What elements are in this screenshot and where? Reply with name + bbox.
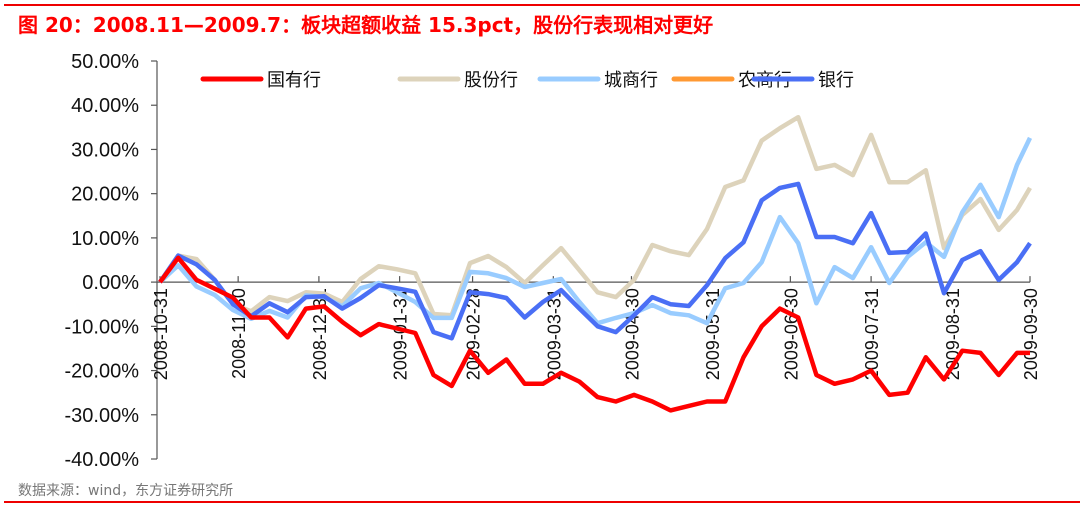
x-tick-label: 2009-05-31 <box>703 288 723 380</box>
y-tick-label: 30.00% <box>71 139 139 161</box>
legend-label: 银行 <box>818 70 854 91</box>
legend-label: 城商行 <box>604 70 658 91</box>
y-tick-label: 10.00% <box>71 228 139 250</box>
x-tick-label: 2009-01-31 <box>391 288 411 380</box>
series-line-0 <box>158 255 1030 413</box>
x-tick-label: 2009-03-31 <box>544 288 564 380</box>
legend-item: 银行 <box>751 70 854 91</box>
axes: 50.00% 40.00% 30.00% 20.00% 10.00% 0.00% -10.0… <box>65 51 1042 471</box>
chart-title: 图 20：2008.11—2009.7：板块超额收益 15.3pct，股份行表现… <box>18 13 714 37</box>
x-tick-label: 2009-04-30 <box>622 288 642 380</box>
y-tick-label: -40.00% <box>65 449 140 471</box>
y-tick-label: 20.00% <box>71 184 139 206</box>
y-tick-label: -20.00% <box>65 361 140 383</box>
series-line-1 <box>158 114 1032 318</box>
legend-label: 国有行 <box>267 70 321 91</box>
x-tick-label: 2009-06-30 <box>781 288 801 380</box>
y-tick-label: -10.00% <box>65 316 140 338</box>
x-tick-label: 2009-09-30 <box>1021 288 1041 380</box>
x-tick-label: 2008-12-31 <box>310 288 330 380</box>
y-tick-label: 40.00% <box>71 95 139 117</box>
y-tick-label: 50.00% <box>71 51 139 73</box>
bottom-rule <box>4 501 1080 503</box>
y-tick-label: 0.00% <box>82 272 139 294</box>
legend-item: 股份行 <box>397 70 518 91</box>
series-lines <box>158 114 1033 413</box>
legend-item: 国有行 <box>200 70 321 91</box>
source-note: 数据来源：wind，东方证券研究所 <box>18 483 234 499</box>
legend: 国有行股份行城商行农商行银行 <box>200 70 854 91</box>
top-rule <box>4 4 1080 6</box>
y-tick-label: -30.00% <box>65 405 140 427</box>
legend-item: 城商行 <box>537 70 658 91</box>
legend-label: 股份行 <box>464 70 518 91</box>
series-line-4 <box>158 181 1032 341</box>
x-tick-label: 2009-07-31 <box>862 288 882 380</box>
series-line-2 <box>158 136 1033 326</box>
x-tick-label: 2008-10-31 <box>151 288 171 380</box>
